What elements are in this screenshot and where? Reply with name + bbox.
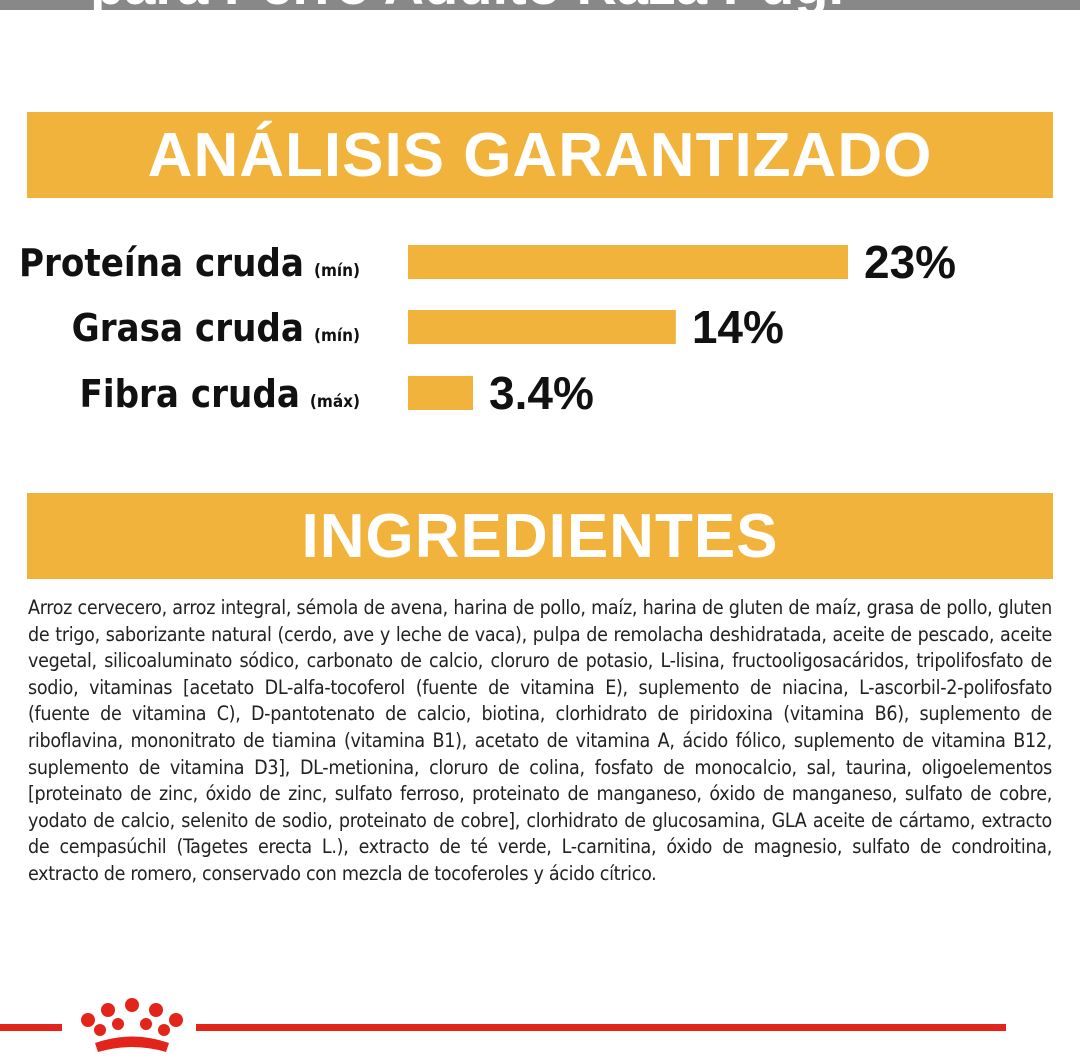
category-qualifier: (mín) (314, 326, 360, 346)
header-strip: para Perro Adulto Raza Pug. (0, 0, 1080, 10)
value-label: 23% (864, 236, 956, 288)
header-title: para Perro Adulto Raza Pug. (90, 0, 844, 10)
value-label: 14% (692, 301, 784, 353)
category-label: Fibra cruda (máx) (80, 372, 360, 416)
footer-line (0, 1024, 62, 1031)
category-name: Proteína cruda (19, 241, 304, 285)
crown-logo (81, 998, 183, 1052)
category-name: Fibra cruda (80, 372, 300, 416)
ingredients-title: INGREDIENTES (27, 493, 1053, 579)
bar (408, 310, 676, 344)
footer-line (196, 1024, 1006, 1031)
analysis-title: ANÁLISIS GARANTIZADO (27, 112, 1053, 198)
bar (408, 245, 848, 279)
category-label: Proteína cruda (mín) (19, 241, 360, 285)
category-name: Grasa cruda (72, 306, 304, 350)
footer (0, 998, 1006, 1052)
value-label: 3.4% (489, 367, 594, 419)
bar (408, 376, 474, 410)
ingredients-text: Arroz cervecero, arroz integral, sémola … (28, 596, 1052, 885)
category-qualifier: (máx) (310, 392, 360, 412)
category-qualifier: (mín) (314, 261, 360, 281)
category-label: Grasa cruda (mín) (72, 306, 360, 350)
